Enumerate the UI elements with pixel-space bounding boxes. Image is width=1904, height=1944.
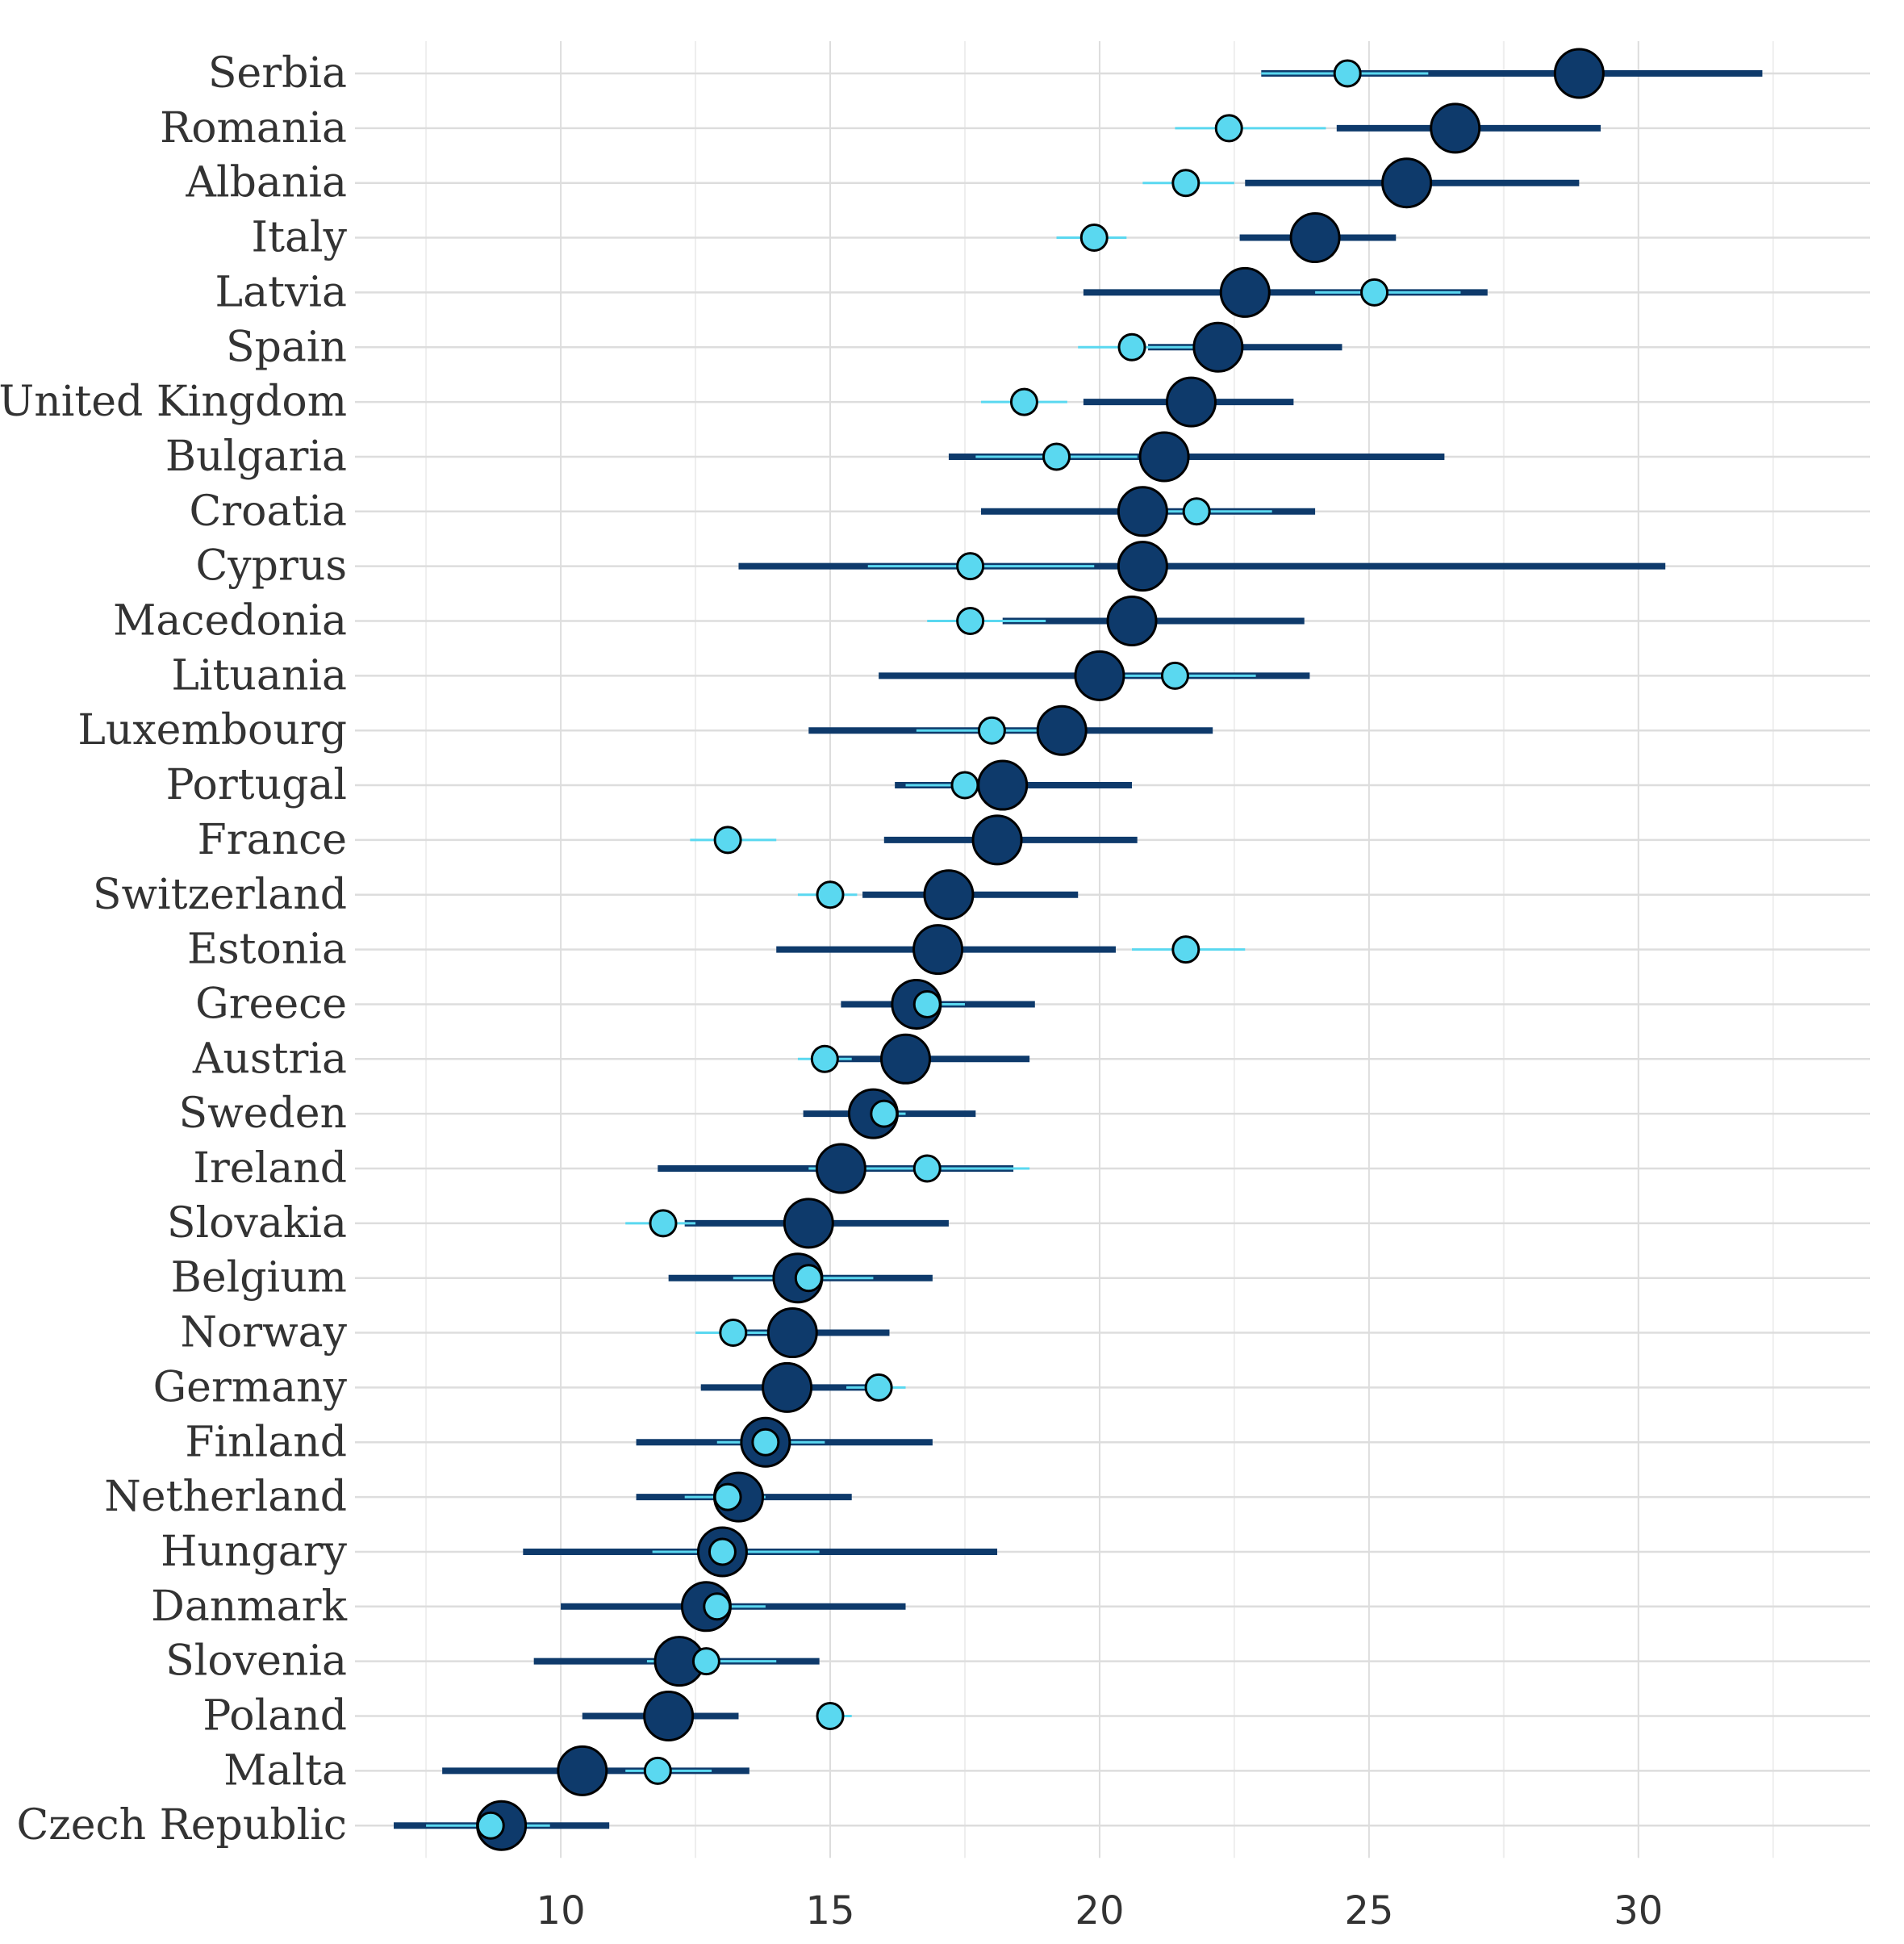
y-tick-label-luxembourg: Luxembourg — [77, 706, 347, 755]
secondary-point-slovakia — [649, 1209, 678, 1238]
secondary-point-united-kingdom — [1009, 387, 1038, 416]
x-tick-label-30: 30 — [1614, 1888, 1663, 1934]
primary-point-slovakia — [783, 1198, 834, 1249]
y-tick-label-sweden: Sweden — [179, 1089, 347, 1138]
y-tick-label-netherland: Netherland — [104, 1473, 347, 1521]
y-tick-label-belgium: Belgium — [171, 1254, 347, 1302]
secondary-point-macedonia — [956, 607, 985, 635]
y-tick-label-germany: Germany — [153, 1363, 348, 1411]
x-tick-label-15: 15 — [805, 1888, 854, 1934]
primary-point-serbia — [1553, 48, 1605, 99]
secondary-point-latvia — [1360, 278, 1389, 307]
primary-point-croatia — [1117, 486, 1168, 537]
primary-point-spain — [1192, 321, 1244, 373]
secondary-point-austria — [810, 1044, 839, 1073]
primary-point-latvia — [1219, 266, 1271, 318]
primary-point-estonia — [912, 924, 964, 976]
y-tick-label-bulgaria: Bulgaria — [165, 433, 347, 481]
secondary-point-albania — [1171, 169, 1200, 198]
y-tick-label-hungary: Hungary — [161, 1528, 347, 1576]
primary-point-bulgaria — [1138, 431, 1190, 483]
y-tick-label-portugal: Portugal — [166, 761, 347, 809]
secondary-point-belgium — [794, 1264, 823, 1293]
primary-point-luxembourg — [1036, 704, 1088, 756]
y-tick-label-austria: Austria — [192, 1035, 347, 1083]
y-tick-label-ireland: Ireland — [193, 1144, 347, 1193]
secondary-point-ireland — [912, 1154, 942, 1183]
primary-point-ireland — [815, 1143, 866, 1194]
primary-point-romania — [1430, 102, 1481, 154]
secondary-point-bulgaria — [1042, 442, 1071, 471]
primary-point-portugal — [977, 759, 1029, 811]
secondary-point-hungary — [708, 1537, 737, 1566]
secondary-point-cyprus — [956, 552, 985, 581]
primary-point-switzerland — [923, 869, 975, 921]
y-tick-label-france: France — [198, 816, 347, 864]
y-tick-label-lituania: Lituania — [171, 651, 347, 700]
y-tick-label-slovenia: Slovenia — [165, 1637, 347, 1686]
secondary-point-germany — [864, 1373, 893, 1402]
primary-point-germany — [762, 1361, 813, 1413]
y-tick-label-finland: Finland — [185, 1418, 347, 1466]
y-tick-label-cyprus: Cyprus — [196, 542, 347, 591]
primary-point-cyprus — [1117, 541, 1168, 592]
primary-point-united-kingdom — [1165, 376, 1217, 428]
secondary-point-danmark — [703, 1592, 732, 1621]
secondary-point-spain — [1117, 332, 1146, 362]
y-tick-label-danmark: Danmark — [151, 1582, 347, 1631]
secondary-point-lituania — [1160, 661, 1189, 690]
y-tick-label-malta: Malta — [223, 1746, 347, 1795]
secondary-point-france — [713, 826, 742, 855]
y-tick-label-slovakia: Slovakia — [167, 1199, 347, 1248]
primary-point-austria — [880, 1033, 932, 1085]
secondary-point-italy — [1079, 224, 1109, 253]
secondary-point-romania — [1214, 114, 1243, 143]
y-tick-label-croatia: Croatia — [190, 487, 347, 536]
x-tick-label-25: 25 — [1344, 1888, 1393, 1934]
y-tick-label-romania: Romania — [160, 104, 347, 153]
secondary-point-slovenia — [691, 1647, 720, 1676]
secondary-point-portugal — [950, 771, 979, 800]
x-tick-label-10: 10 — [537, 1888, 586, 1934]
secondary-point-netherland — [713, 1482, 742, 1511]
y-tick-label-albania: Albania — [185, 159, 347, 207]
y-tick-label-norway: Norway — [180, 1309, 347, 1357]
secondary-point-norway — [719, 1319, 748, 1348]
secondary-point-serbia — [1333, 59, 1362, 88]
secondary-point-finland — [751, 1428, 780, 1457]
primary-point-italy — [1289, 212, 1341, 264]
secondary-point-switzerland — [816, 880, 845, 909]
secondary-point-poland — [816, 1702, 845, 1730]
y-tick-label-poland: Poland — [203, 1692, 347, 1741]
y-tick-label-serbia: Serbia — [208, 49, 347, 98]
secondary-point-sweden — [870, 1099, 899, 1128]
secondary-point-greece — [912, 989, 942, 1018]
primary-point-albania — [1381, 157, 1433, 209]
primary-point-macedonia — [1106, 596, 1158, 646]
primary-point-lituania — [1074, 650, 1125, 701]
y-tick-label-united-kingdom: United Kingdom — [0, 378, 347, 426]
y-tick-label-italy: Italy — [252, 214, 348, 262]
secondary-point-malta — [643, 1756, 672, 1785]
y-tick-label-spain: Spain — [226, 323, 347, 371]
primary-point-poland — [643, 1691, 695, 1741]
y-tick-label-switzerland: Switzerland — [93, 871, 347, 919]
secondary-dot-layer — [476, 59, 1389, 1840]
y-tick-label-greece: Greece — [195, 980, 347, 1028]
y-tick-label-macedonia: Macedonia — [113, 597, 347, 646]
y-tick-label-estonia: Estonia — [187, 926, 347, 974]
primary-point-norway — [766, 1307, 818, 1359]
primary-point-malta — [557, 1745, 608, 1796]
y-tick-label-latvia: Latvia — [215, 268, 347, 316]
secondary-point-estonia — [1171, 935, 1200, 964]
secondary-point-czech-republic — [476, 1811, 505, 1840]
axis-layer: Serbia Romania Albania Italy Latvia Spain Unit… — [0, 49, 1663, 1934]
primary-point-france — [971, 814, 1023, 866]
secondary-point-luxembourg — [977, 716, 1006, 745]
secondary-point-croatia — [1182, 497, 1211, 526]
y-tick-label-czech-republic: Czech Republic — [17, 1801, 347, 1850]
x-tick-label-20: 20 — [1075, 1888, 1124, 1934]
